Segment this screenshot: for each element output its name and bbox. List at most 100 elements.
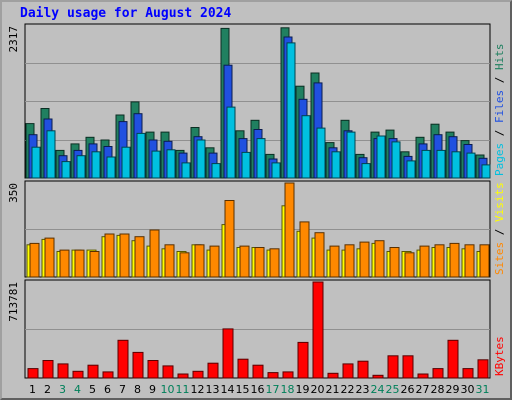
bar-mid-sites-day-26 [404,252,415,278]
bar-top-pages-day-5 [91,151,101,179]
bar-bot-kbytes-day-5 [87,364,99,379]
bar-bot-kbytes-day-20 [312,281,324,379]
bar-bot-kbytes-day-4 [72,370,84,379]
bar-mid-sites-day-8 [134,236,145,278]
legend-entry: / [493,70,506,90]
bar-mid-sites-day-2 [44,237,55,278]
bar-bot-kbytes-day-28 [432,368,444,379]
x-tick-label-day-10: 10 [161,383,175,396]
bar-bot-kbytes-day-14 [222,328,234,379]
bar-bot-kbytes-day-26 [402,355,414,379]
x-tick-label-day-25: 25 [386,383,400,396]
bar-mid-sites-day-23 [359,241,370,278]
bar-mid-sites-day-16 [254,247,265,278]
panel-top-ymax-label: 2317 [7,26,20,53]
x-tick-label-day-12: 12 [191,383,205,396]
legend-entry: Visits [493,182,506,222]
x-tick-label-day-30: 30 [461,383,475,396]
chart-title: Daily usage for August 2024 [20,6,232,21]
x-tick-label-day-15: 15 [236,383,250,396]
bar-top-pages-day-18 [286,42,296,179]
x-tick-label-day-11: 11 [176,383,190,396]
panel-mid-ymax-label: 350 [7,183,20,203]
x-tick-label-day-18: 18 [281,383,295,396]
bar-mid-sites-day-12 [194,244,205,278]
bar-mid-sites-day-14 [224,200,235,278]
bar-top-pages-day-8 [136,132,146,179]
x-tick-label-day-4: 4 [74,383,81,396]
bar-mid-sites-day-28 [434,244,445,278]
bar-top-pages-day-12 [196,139,206,179]
panel-top-legend: Pages / Files / Hits [493,44,506,177]
bar-bot-kbytes-day-2 [42,360,54,379]
x-tick-label-day-16: 16 [251,383,265,396]
bar-top-pages-day-21 [331,151,341,179]
bar-bot-kbytes-day-6 [102,371,114,379]
bar-top-pages-day-29 [451,151,461,179]
bar-top-pages-day-28 [436,149,446,179]
bar-mid-sites-day-11 [179,252,190,278]
x-tick-label-day-20: 20 [311,383,325,396]
x-tick-label-day-19: 19 [296,383,310,396]
bar-bot-kbytes-day-11 [177,373,189,379]
bar-mid-sites-day-17 [269,248,280,278]
bar-top-pages-day-6 [106,156,116,179]
bar-top-pages-day-25 [391,141,401,179]
x-tick-label-day-24: 24 [371,383,385,396]
x-tick-label-day-2: 2 [44,383,51,396]
legend-entry: / [493,222,506,242]
x-tick-label-day-7: 7 [119,383,126,396]
x-tick-label-day-9: 9 [149,383,156,396]
bar-top-pages-day-19 [301,115,311,179]
bar-mid-sites-day-18 [284,182,295,278]
bar-top-pages-day-23 [361,163,371,179]
x-tick-label-day-26: 26 [401,383,415,396]
bar-top-pages-day-1 [31,146,41,179]
bar-mid-sites-day-27 [419,245,430,278]
bar-bot-kbytes-day-22 [342,363,354,379]
bar-mid-sites-day-31 [479,244,490,278]
bar-mid-sites-day-22 [344,244,355,278]
bar-top-pages-day-31 [481,164,491,179]
bar-bot-kbytes-day-3 [57,363,69,379]
x-tick-label-day-6: 6 [104,383,111,396]
bar-top-pages-day-10 [166,149,176,179]
bar-top-pages-day-27 [421,149,431,179]
bar-bot-kbytes-day-9 [147,360,159,379]
bar-top-pages-day-22 [346,131,356,179]
x-tick-label-day-3: 3 [59,383,66,396]
bar-top-pages-day-2 [46,130,56,179]
x-tick-label-day-29: 29 [446,383,460,396]
bar-top-pages-day-4 [76,155,86,179]
bar-bot-kbytes-day-23 [357,360,369,379]
x-tick-label-day-5: 5 [89,383,96,396]
bar-top-pages-day-20 [316,127,326,179]
bar-bot-kbytes-day-27 [417,373,429,379]
bar-bot-kbytes-day-17 [267,372,279,379]
panel-mid-legend: Sites / Visits [493,182,506,275]
legend-entry: Hits [493,44,506,71]
panel-bot-ymax-label: 713781 [7,282,20,322]
x-tick-label-day-14: 14 [221,383,235,396]
bar-mid-sites-day-6 [104,233,115,278]
panel-bot-legend: KBytes [493,336,506,376]
bar-mid-sites-day-4 [74,249,85,278]
bar-top-pages-day-26 [406,160,416,179]
bar-bot-kbytes-day-30 [462,368,474,379]
bar-top-pages-day-14 [226,106,236,179]
x-tick-label-day-22: 22 [341,383,355,396]
bar-bot-kbytes-day-21 [327,372,339,379]
bar-top-pages-day-7 [121,146,131,179]
bar-top-pages-day-16 [256,138,266,179]
bar-mid-sites-day-29 [449,242,460,278]
bar-mid-sites-day-25 [389,247,400,278]
x-tick-label-day-17: 17 [266,383,280,396]
bar-bot-kbytes-day-18 [282,371,294,379]
bar-top-pages-day-17 [271,162,281,179]
bar-mid-sites-day-7 [119,233,130,278]
bar-bot-kbytes-day-24 [372,374,384,379]
x-tick-label-day-31: 31 [476,383,490,396]
bar-mid-sites-day-5 [89,251,100,278]
bar-mid-sites-day-13 [209,245,220,278]
bar-bot-kbytes-day-1 [27,368,39,379]
